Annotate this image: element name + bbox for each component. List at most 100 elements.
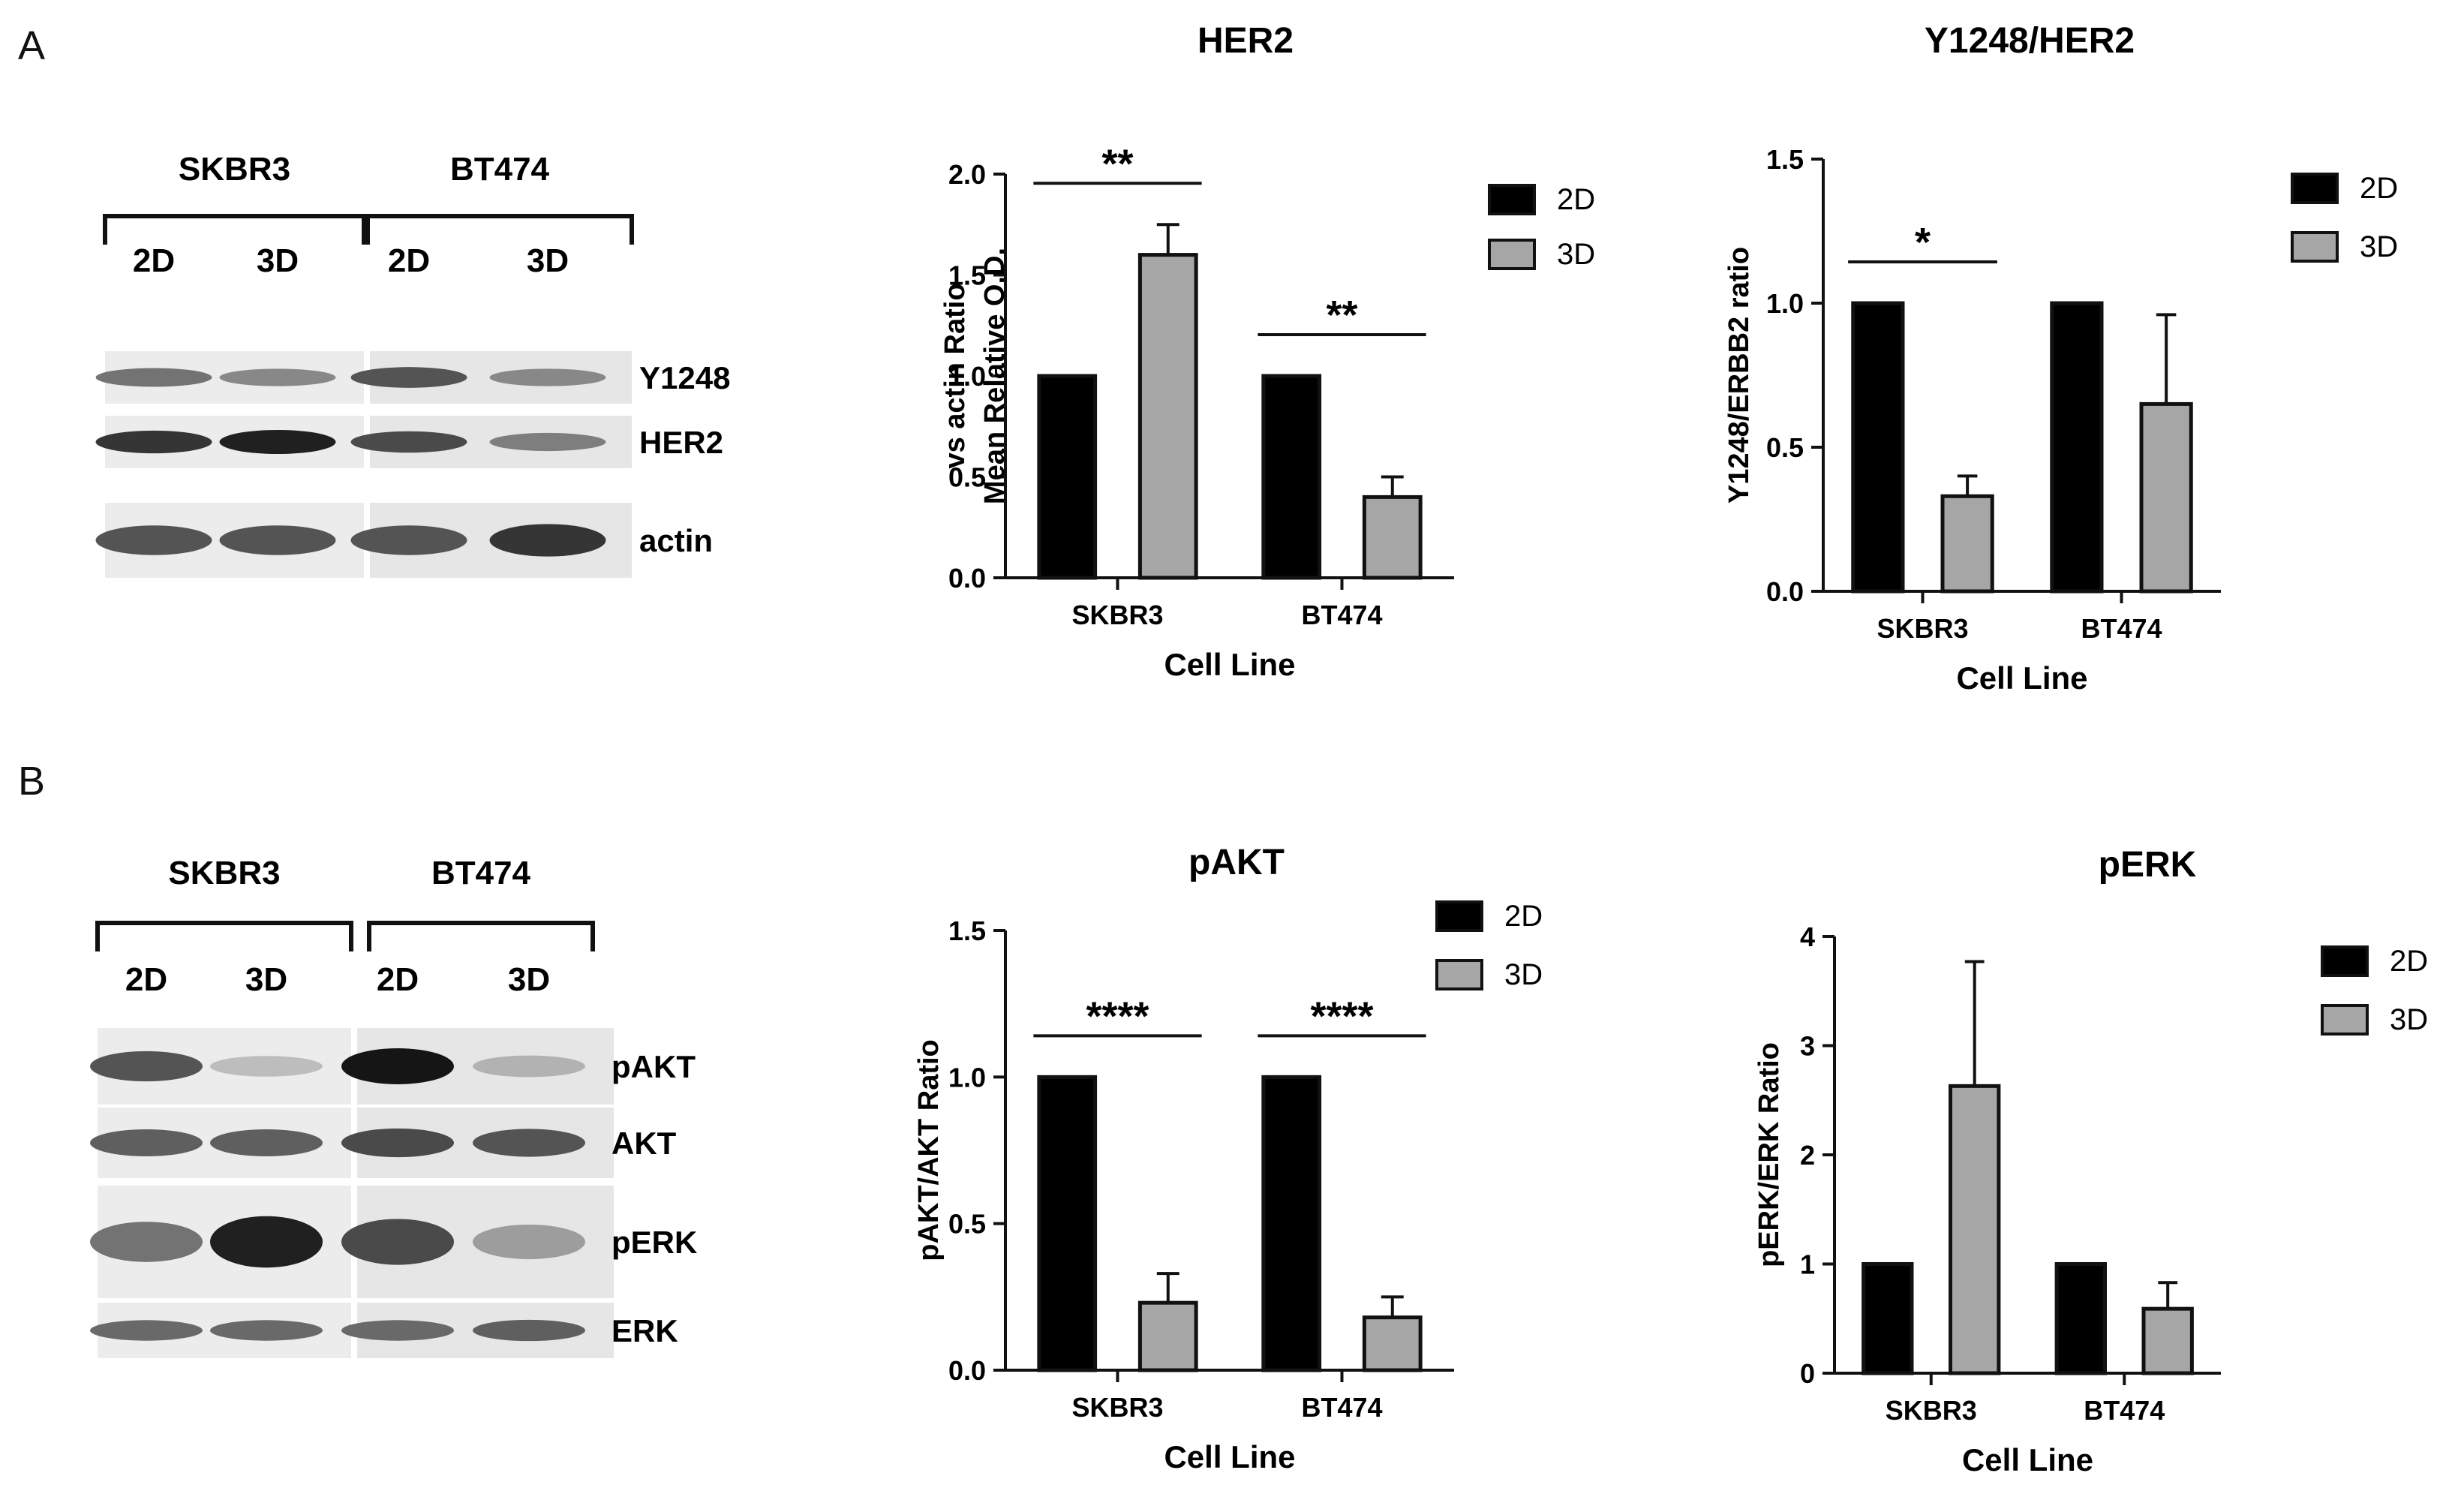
legend-swatch-3d bbox=[2291, 231, 2339, 263]
blot-band-label-pakt: pAKT bbox=[611, 1049, 696, 1084]
significance-marker: * bbox=[1915, 220, 1931, 265]
blot-band-erk bbox=[341, 1320, 454, 1341]
panel-letter-b: B bbox=[18, 759, 46, 804]
legend-swatch-2d bbox=[2321, 945, 2369, 977]
y-tick-label: 1.0 bbox=[1766, 288, 1804, 319]
blot-condition-label: 2D bbox=[388, 242, 430, 279]
blot-band-her2 bbox=[219, 429, 336, 455]
blot-cell-line-label-bt474: BT474 bbox=[431, 855, 531, 891]
y-axis-label: Mean Relative O.D. bbox=[979, 248, 1011, 504]
blot-bracket-bt474 bbox=[365, 214, 634, 245]
blot-band-erk bbox=[210, 1320, 323, 1341]
blot-band-erk bbox=[473, 1319, 585, 1342]
legend-label-3d: 3D bbox=[2360, 230, 2398, 263]
legend-swatch-2d bbox=[1435, 900, 1483, 932]
blot-bracket-skbr3 bbox=[95, 921, 353, 951]
y-tick-label: 1 bbox=[1800, 1249, 1815, 1280]
blot-band-perk bbox=[210, 1216, 323, 1268]
legend-label-3d: 3D bbox=[2390, 1003, 2428, 1036]
chart-title: Y1248/HER2 bbox=[1925, 21, 2135, 61]
blot-band-actin bbox=[95, 525, 212, 555]
blot-condition-label: 3D bbox=[257, 242, 299, 279]
bar-2d-skbr3 bbox=[1862, 1262, 1914, 1375]
blot-band-label-akt: AKT bbox=[611, 1126, 677, 1161]
bar-2d-skbr3 bbox=[1037, 374, 1098, 580]
blot-band-label-erk: ERK bbox=[611, 1313, 678, 1348]
significance-marker: ** bbox=[1326, 293, 1357, 338]
blot-band-label-y1248: Y1248 bbox=[639, 360, 730, 395]
blot-band-akt bbox=[210, 1129, 323, 1156]
legend-swatch-2d bbox=[2291, 173, 2339, 204]
y-axis-label: Y1248/ERBB2 ratio bbox=[1723, 247, 1755, 504]
significance-marker: **** bbox=[1086, 993, 1149, 1039]
bar-3d-skbr3 bbox=[1137, 253, 1198, 580]
y-tick-label: 0.5 bbox=[948, 462, 986, 493]
blot-condition-label: 3D bbox=[245, 961, 287, 998]
y-tick-label: 2.0 bbox=[948, 159, 986, 190]
y-tick-label: 2 bbox=[1800, 1140, 1815, 1171]
blot-condition-label: 2D bbox=[125, 961, 167, 998]
bar-3d-skbr3 bbox=[1137, 1300, 1198, 1372]
significance-marker: ** bbox=[1101, 141, 1133, 186]
bar-3d-skbr3 bbox=[1940, 494, 1994, 594]
panel-letter-a: A bbox=[18, 23, 46, 68]
blot-band-y1248 bbox=[219, 368, 336, 386]
legend-label-2d: 2D bbox=[2390, 945, 2428, 978]
bar-3d-bt474 bbox=[2141, 1306, 2194, 1375]
blot-bracket-skbr3 bbox=[103, 214, 366, 245]
legend-label-2d: 2D bbox=[1504, 900, 1543, 933]
x-tick-label-bt474: BT474 bbox=[1301, 1392, 1382, 1423]
significance-marker: **** bbox=[1310, 993, 1373, 1039]
bar-2d-skbr3 bbox=[1851, 301, 1905, 594]
y-axis-label-line2: vs actin Ratio bbox=[939, 283, 971, 468]
blot-band-her2 bbox=[489, 432, 606, 452]
blot-band-y1248 bbox=[489, 368, 606, 386]
y-tick-label: 0.5 bbox=[1766, 432, 1804, 463]
y-tick-label: 0 bbox=[1800, 1358, 1815, 1389]
legend-label-2d: 2D bbox=[2360, 172, 2398, 205]
x-axis-label: Cell Line bbox=[1962, 1442, 2093, 1477]
blot-band-pakt bbox=[473, 1055, 585, 1078]
y-tick-label: 1.5 bbox=[948, 915, 986, 946]
bar-2d-bt474 bbox=[1261, 374, 1322, 580]
x-tick-label-bt474: BT474 bbox=[1301, 600, 1382, 630]
y-tick-label: 3 bbox=[1800, 1031, 1815, 1062]
blot-band-perk bbox=[90, 1222, 203, 1262]
blot-band-actin bbox=[489, 524, 606, 557]
legend-swatch-3d bbox=[1435, 959, 1483, 990]
chart-title: HER2 bbox=[1197, 21, 1294, 61]
chart-title: pAKT bbox=[1188, 843, 1285, 882]
blot-condition-label: 2D bbox=[377, 961, 419, 998]
x-axis-label: Cell Line bbox=[1956, 660, 2087, 696]
blot-band-y1248 bbox=[350, 367, 467, 388]
y-tick-label: 1.0 bbox=[948, 361, 986, 392]
legend-swatch-3d bbox=[2321, 1004, 2369, 1036]
blot-bracket-bt474 bbox=[367, 921, 595, 951]
legend-label-3d: 3D bbox=[1557, 238, 1595, 271]
x-tick-label-bt474: BT474 bbox=[2084, 1395, 2165, 1426]
y-tick-label: 0.0 bbox=[948, 1355, 986, 1386]
bar-3d-skbr3 bbox=[1949, 1084, 2001, 1375]
blot-condition-label: 3D bbox=[508, 961, 550, 998]
blot-band-pakt bbox=[90, 1051, 203, 1082]
y-tick-label: 1.5 bbox=[948, 260, 986, 291]
blot-band-her2 bbox=[350, 431, 467, 453]
legend-swatch-2d bbox=[1488, 184, 1536, 215]
x-tick-label-skbr3: SKBR3 bbox=[1877, 613, 1968, 644]
blot-band-perk bbox=[341, 1219, 454, 1265]
y-tick-label: 1.0 bbox=[948, 1062, 986, 1093]
y-tick-label: 0.0 bbox=[948, 563, 986, 594]
y-tick-label: 0.0 bbox=[1766, 576, 1804, 607]
y-axis-label: pERK/ERK Ratio bbox=[1753, 1042, 1785, 1267]
blot-band-akt bbox=[473, 1129, 585, 1157]
blot-cell-line-label-skbr3: SKBR3 bbox=[179, 151, 290, 188]
blot-band-y1248 bbox=[95, 368, 212, 387]
x-tick-label-skbr3: SKBR3 bbox=[1071, 1392, 1163, 1423]
x-tick-label-bt474: BT474 bbox=[2081, 613, 2162, 644]
legend-label-2d: 2D bbox=[1557, 183, 1595, 216]
